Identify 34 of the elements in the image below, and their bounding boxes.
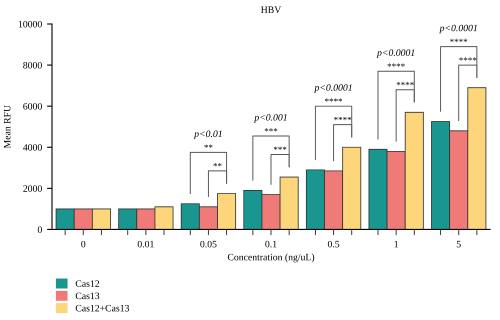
y-tick-label: 4000 [23,144,42,151]
annotation: p<0.0001 [376,49,414,58]
y-tick-label: 10000 [18,20,42,28]
legend-label: Cas12 [76,280,100,287]
annotation: *** [264,128,278,132]
x-tick-label: 0.01 [138,240,154,248]
x-tick-label: 1 [394,240,398,248]
annotation: **** [334,116,352,120]
legend-label: Cas12+Cas13 [76,304,130,312]
x-tick-label: 0 [81,240,86,248]
x-tick-label: 5 [456,240,461,248]
annotation: *** [274,146,286,150]
annotation: p<0.0001 [314,84,352,93]
annotation: p<0.001 [254,114,287,123]
annotation: ** [213,163,222,166]
x-tick-label: 0.05 [200,240,217,248]
x-axis-title: Concentration (ng/uL) [228,254,314,262]
legend-label: Cas13 [76,292,100,300]
y-tick-label: 6000 [23,103,42,110]
annotation: **** [388,63,405,67]
y-tick-label: 8000 [23,62,42,69]
annotation: **** [450,38,468,42]
annotation: ** [204,144,213,148]
annotation: **** [324,98,342,102]
x-tick-label: 0.5 [328,240,340,248]
y-axis-title: Mean RFU [4,105,10,148]
annotation: p<0.0001 [439,24,477,34]
x-tick-label: 0.1 [265,240,276,248]
annotation: **** [459,57,476,61]
annotation: **** [396,82,414,86]
chart-title: HBV [261,6,282,14]
y-tick-label: 0 [38,226,42,233]
y-tick-label: 2000 [23,185,42,192]
annotation: p<0.01 [194,130,222,140]
